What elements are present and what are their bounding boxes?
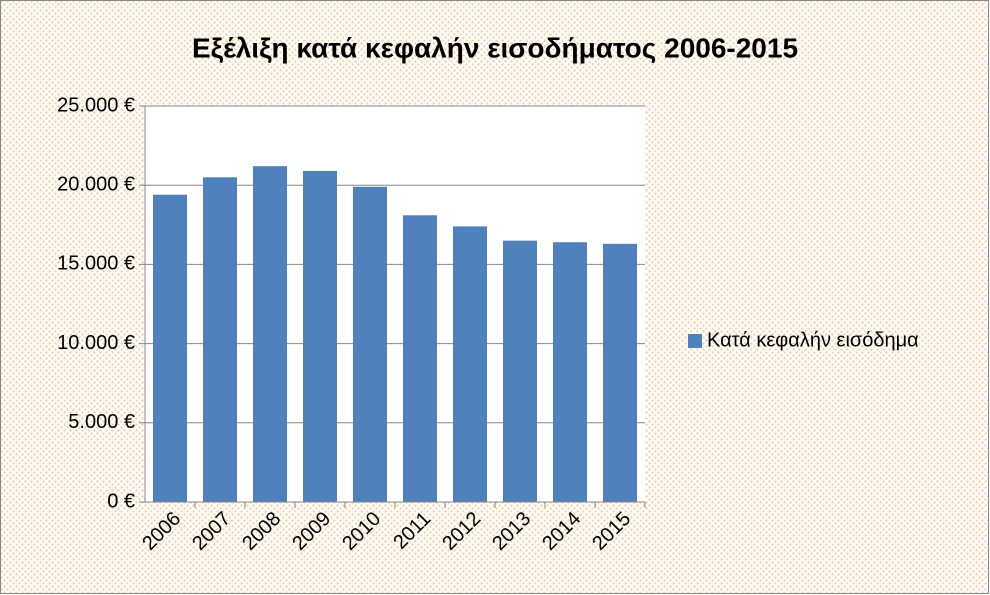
bar <box>353 186 387 502</box>
bar <box>203 177 237 502</box>
legend-label: Κατά κεφαλήν εισόδημα <box>707 329 919 351</box>
y-tick-label: 0 € <box>107 490 135 512</box>
bar <box>153 194 187 503</box>
chart-title: Εξέλιξη κατά κεφαλήν εισοδήματος 2006-20… <box>192 32 798 63</box>
bar <box>403 215 437 502</box>
bar <box>453 226 487 502</box>
legend-swatch <box>688 334 702 348</box>
y-tick-label: 20.000 € <box>57 173 135 195</box>
bar <box>253 166 287 502</box>
bar <box>603 243 637 503</box>
y-tick-label: 25.000 € <box>57 94 135 116</box>
bar <box>303 170 337 502</box>
y-tick-label: 10.000 € <box>57 332 135 354</box>
bar <box>553 242 587 502</box>
y-tick-label: 5.000 € <box>68 411 135 433</box>
y-tick-label: 15.000 € <box>57 253 135 275</box>
bar <box>503 240 537 502</box>
